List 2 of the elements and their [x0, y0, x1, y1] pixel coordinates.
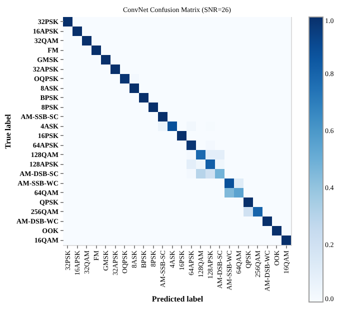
x-axis-title: Predicted label [152, 294, 204, 304]
y-axis-title: True label [4, 113, 13, 149]
